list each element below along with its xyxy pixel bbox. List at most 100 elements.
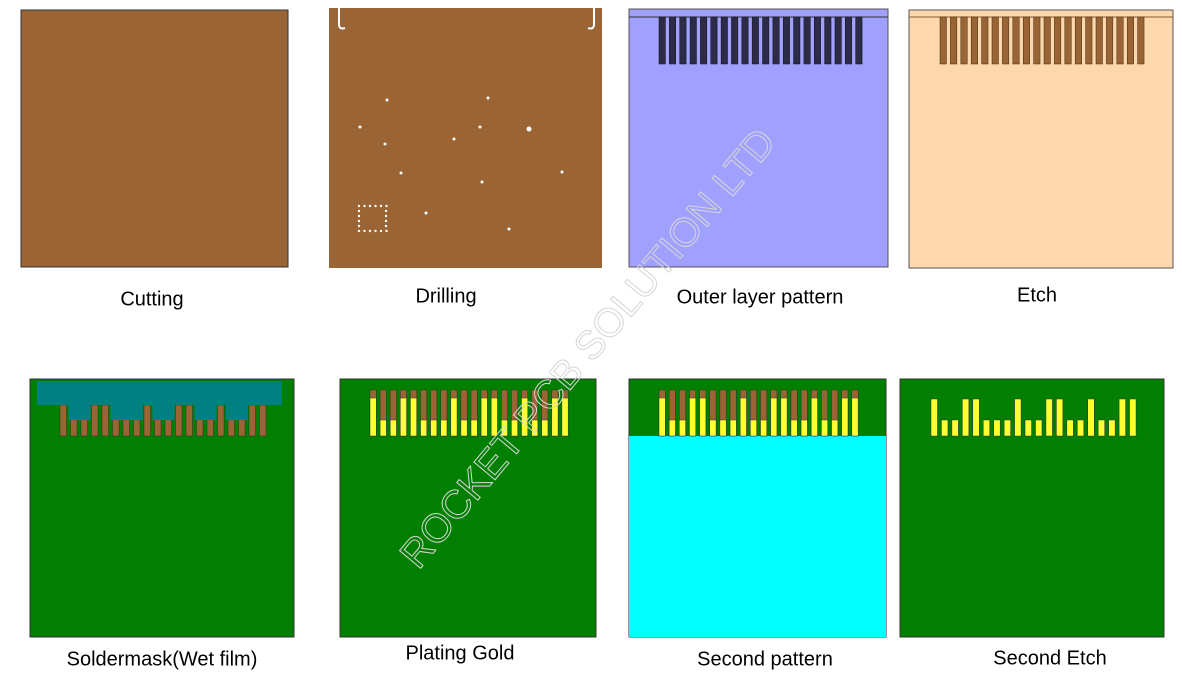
drill-hole — [507, 227, 511, 231]
step-label: Cutting — [120, 288, 183, 310]
gold-plating — [729, 419, 737, 437]
copper-bar — [950, 16, 958, 65]
gold-plating — [369, 397, 377, 437]
wet-film — [68, 404, 81, 420]
gold-plating — [511, 419, 518, 437]
wet-film — [79, 404, 91, 420]
drill-hole — [379, 204, 383, 208]
gold-plating — [668, 419, 676, 437]
copper-bar — [1085, 16, 1093, 65]
copper-bar — [1002, 16, 1010, 65]
copper-bar — [1012, 16, 1020, 65]
resist-bar — [793, 16, 801, 65]
drill-hole — [383, 142, 387, 146]
resist-bar — [782, 16, 790, 65]
gold-finger — [1097, 419, 1105, 437]
gold-bars — [658, 389, 859, 437]
copper-bar — [1106, 16, 1114, 65]
copper-bar — [970, 16, 978, 65]
copper-bar — [248, 404, 256, 437]
copper-bar — [1095, 16, 1103, 65]
step-label: Outer layer pattern — [677, 286, 844, 308]
drill-hole — [374, 204, 377, 208]
gold-plating — [460, 419, 468, 437]
copper-bar — [1064, 16, 1072, 65]
drill-hole — [357, 204, 361, 208]
step-label: Second pattern — [697, 648, 833, 670]
drill-hole — [374, 229, 377, 233]
gold-plating — [770, 397, 778, 437]
gold-finger — [1045, 398, 1053, 437]
resist-bar — [772, 16, 780, 65]
copper-bar — [1074, 16, 1082, 65]
drill-hole — [358, 125, 362, 129]
drill-hole — [368, 229, 372, 233]
drill-hole — [357, 219, 361, 223]
drill-hole — [385, 98, 389, 102]
copper-bars — [939, 16, 1145, 65]
gold-plating — [658, 397, 666, 437]
gold-plating — [541, 419, 549, 437]
gold-plating — [790, 419, 798, 437]
copper-bar — [175, 404, 183, 437]
wet-film — [205, 404, 217, 420]
gold-finger — [1077, 419, 1085, 437]
resist-bar — [845, 16, 852, 65]
wet-film — [152, 404, 165, 420]
resist-bar — [720, 16, 728, 65]
gold-finger — [930, 398, 938, 437]
drill-hole — [379, 229, 383, 233]
drill-hole — [357, 214, 361, 218]
gold-finger — [1087, 398, 1095, 437]
step-label: Soldermask(Wet film) — [67, 648, 258, 670]
gold-plating — [811, 397, 818, 437]
gold-plating — [379, 419, 387, 437]
gold-plating — [501, 419, 508, 437]
resist-bar — [751, 16, 759, 65]
resist-bar — [741, 16, 749, 65]
gold-fingers — [930, 398, 1137, 437]
gold-plating — [440, 419, 448, 437]
gold-plating — [739, 397, 747, 437]
resist-bar — [689, 16, 697, 65]
drill-hole — [424, 211, 428, 215]
wet-film — [37, 381, 282, 405]
copper-bar — [981, 16, 989, 65]
copper-bar — [143, 404, 151, 437]
drill-hole — [368, 204, 372, 208]
gold-plating — [470, 419, 478, 437]
drill-hole — [399, 171, 403, 175]
gold-finger — [983, 419, 990, 437]
wet-film — [163, 404, 175, 420]
drill-hole — [478, 125, 482, 129]
drill-hole — [384, 209, 388, 213]
wet-film — [226, 404, 238, 420]
drill-holes — [357, 96, 564, 233]
gold-plating — [531, 419, 539, 437]
soldermask-bars — [37, 381, 282, 437]
drill-hole — [526, 126, 532, 132]
resist-bar — [855, 16, 863, 65]
gold-plating — [851, 397, 859, 437]
gold-plating — [709, 419, 717, 437]
drill-hole — [357, 224, 361, 228]
gold-finger — [993, 419, 1001, 437]
wet-film — [194, 404, 207, 420]
drill-hole — [357, 229, 361, 233]
gold-plating — [430, 419, 438, 437]
gold-plating — [800, 419, 808, 437]
gold-plating — [821, 419, 828, 437]
gold-plating — [551, 397, 559, 437]
gold-finger — [1129, 398, 1137, 437]
drill-hole — [384, 224, 388, 228]
copper-bar — [59, 404, 67, 437]
gold-finger — [1108, 419, 1116, 437]
gold-finger — [1056, 398, 1064, 437]
gold-plating — [561, 397, 569, 437]
board-cutting — [20, 9, 289, 268]
gold-plating — [410, 397, 417, 437]
gold-plating — [420, 419, 428, 437]
resist-bar — [814, 16, 821, 65]
copper-bar — [217, 404, 225, 437]
